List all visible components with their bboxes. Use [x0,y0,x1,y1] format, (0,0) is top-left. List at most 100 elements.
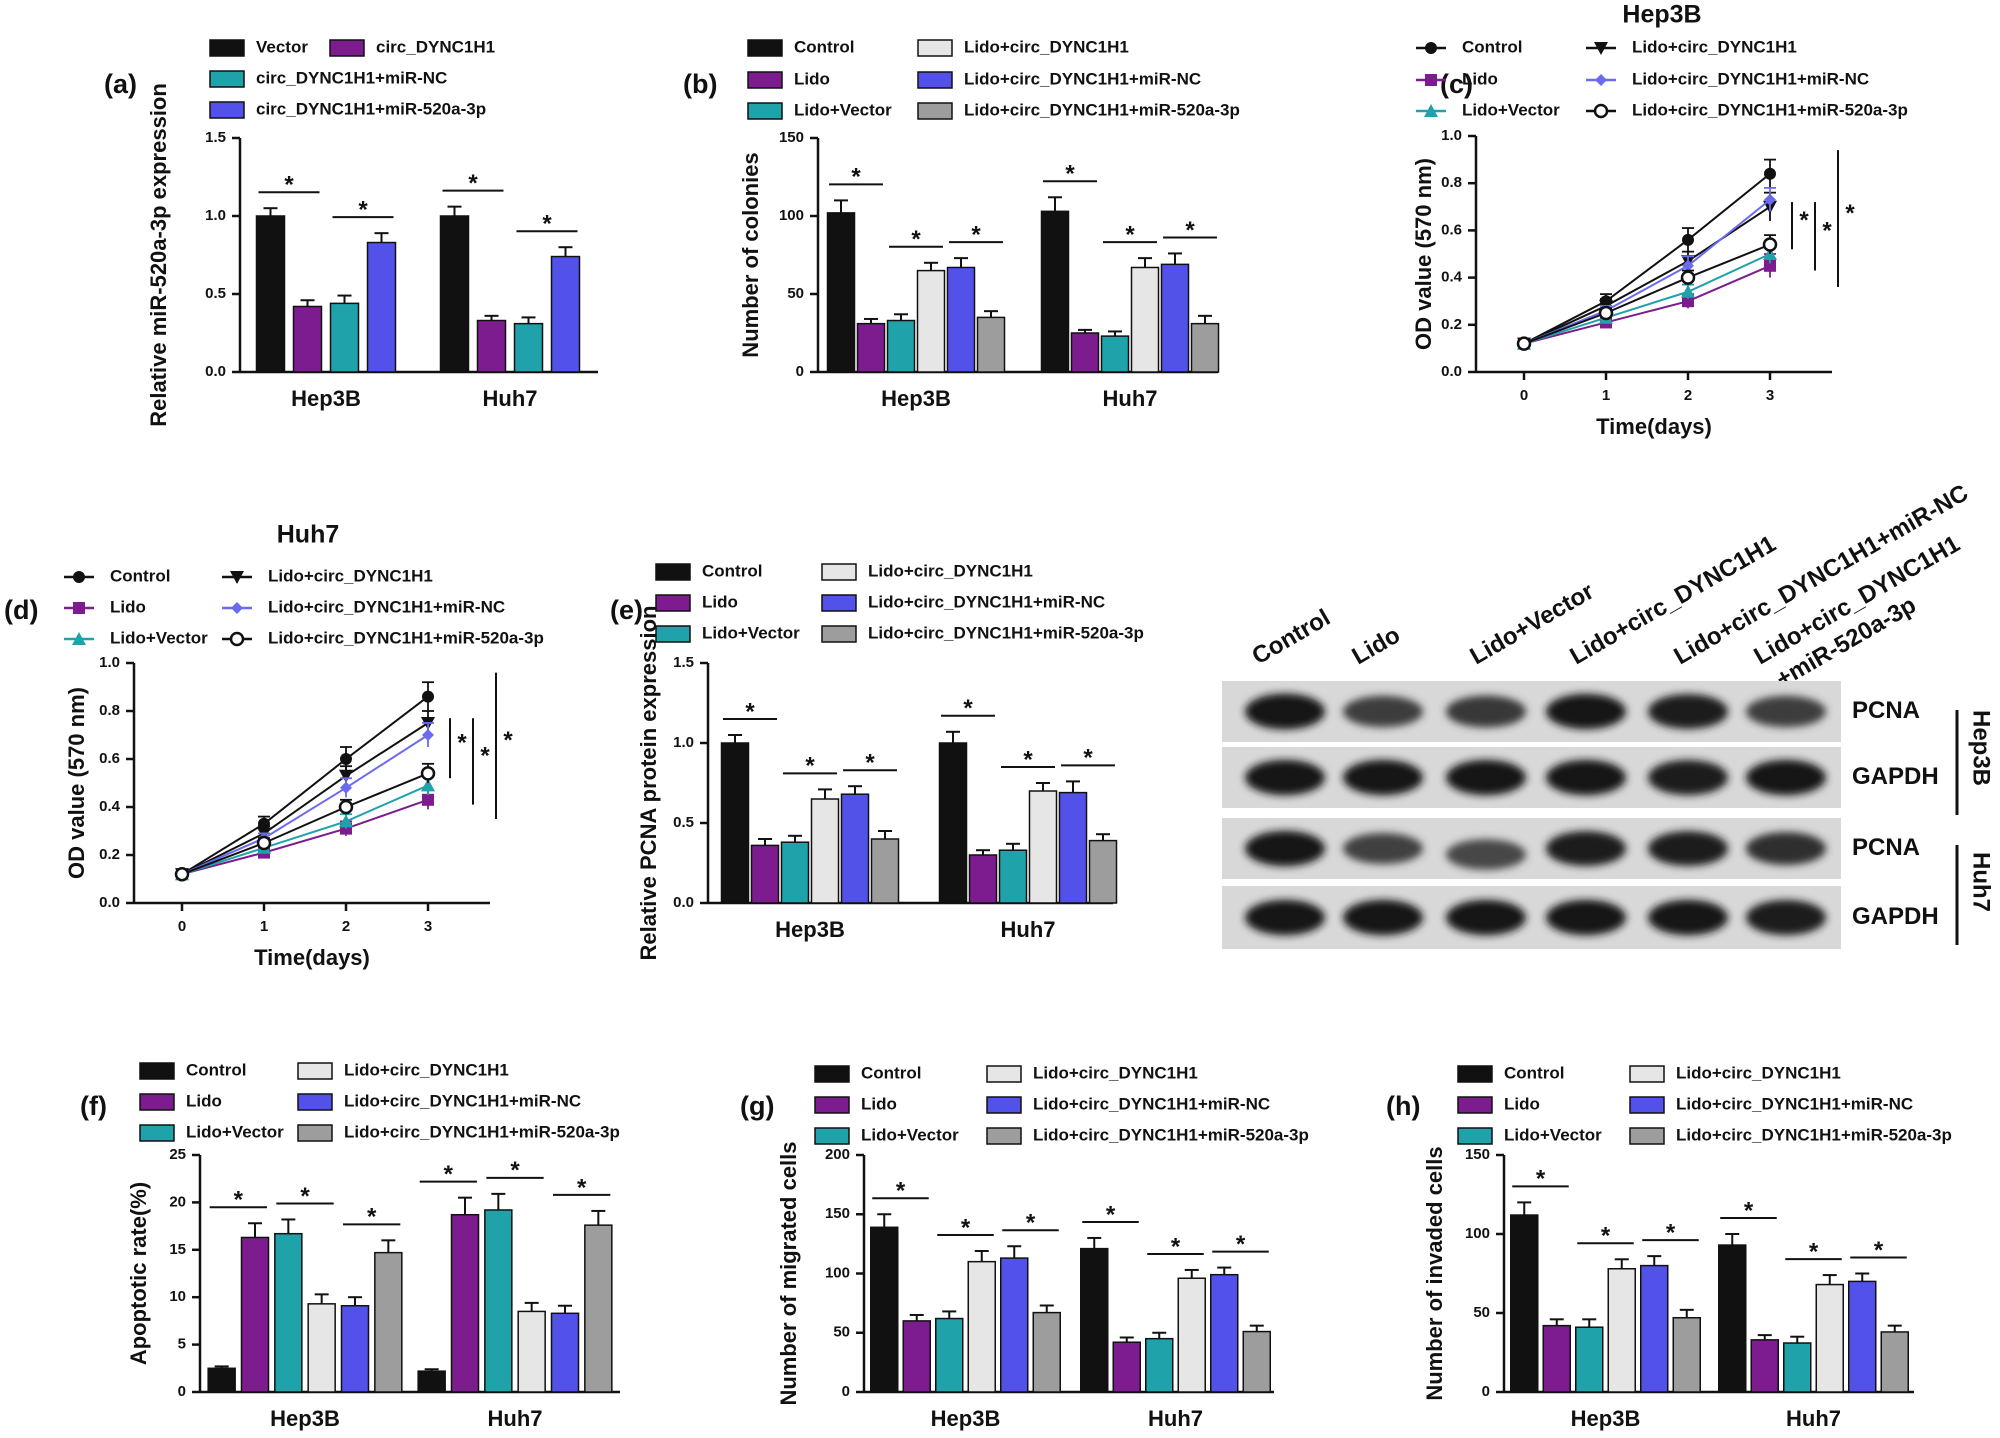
blot-band [1648,831,1728,866]
panel-label: (b) [683,69,717,99]
bar [1607,1268,1636,1393]
data-point [1764,259,1776,272]
series-line [1523,264,1771,345]
significance-star: * [1171,1233,1181,1260]
blot-row-label: GAPDH [1852,903,1939,930]
x-tick-label: 1 [1602,387,1610,404]
data-point [338,799,354,815]
data-point [1762,237,1778,252]
legend-label: Control [702,561,762,580]
y-axis-label: OD value (570 nm) [1411,158,1436,350]
chart-panel-7: (g) Control Lido Lido+Vector Lido+circ_DYNC1… [740,1063,1309,1430]
legend-swatch [297,1093,333,1111]
lane-label: Lido [1348,621,1405,670]
blot-band [1343,899,1423,936]
blot-band [1343,759,1423,796]
bar [967,1260,996,1393]
y-tick-label: 200 [825,1146,850,1163]
data-point [1516,336,1532,351]
bar [902,1320,931,1393]
blot-row-label: GAPDH [1852,763,1939,790]
significance-star: * [503,727,513,754]
legend-label: Lido+circ_DYNC1H1+miR-NC [964,69,1201,88]
bar [1718,1244,1747,1393]
panel-label: (e) [610,595,643,625]
legend-swatch [747,71,783,89]
y-tick-label: 25 [169,1146,186,1163]
cell-line-label: Huh7 [1968,852,1995,912]
legend-label: Lido+Vector [186,1122,284,1141]
series-line [1523,205,1771,345]
bar [1190,322,1220,373]
legend-label: Lido+Vector [861,1125,959,1144]
legend-label: Control [110,566,170,585]
data-point [1681,284,1695,298]
legend-swatch [1457,1127,1493,1145]
panel-label: (g) [740,1091,774,1121]
significance-star: * [1185,217,1195,244]
legend-label: Lido+circ_DYNC1H1+miR-NC [1033,1094,1270,1113]
legend-label: Lido+circ_DYNC1H1+miR-520a-3p [868,623,1144,642]
significance-star: * [284,172,294,199]
bar [439,215,470,373]
bar [968,854,998,904]
bar [1080,1247,1109,1393]
bar [1130,266,1160,373]
data-point [1680,270,1696,285]
x-category-label: Hep3B [270,1406,340,1431]
series-line [1523,198,1771,345]
y-tick-label: 0.6 [99,750,120,767]
legend-marker [1425,42,1437,54]
bar [1542,1324,1571,1393]
x-tick-label: 2 [1684,387,1692,404]
chart-panel-8: (h) Control Lido Lido+Vector Lido+circ_DYNC1… [1386,1063,1952,1430]
x-category-label: Huh7 [1001,917,1056,942]
significance-star: * [971,221,981,248]
bar [870,838,900,904]
series-line [181,695,429,876]
legend-label: Control [1462,37,1522,56]
bar [1210,1273,1239,1393]
x-tick-label: 0 [178,918,186,935]
bar [870,1226,899,1393]
y-tick-label: 10 [169,1288,186,1305]
significance-star: * [468,170,478,197]
bar [1088,839,1118,904]
legend-swatch [986,1065,1022,1083]
blot-band [1546,693,1626,730]
legend-swatch [209,70,245,88]
bar [274,1232,303,1393]
blot-band [1648,759,1728,796]
chart-panel-2: (b) Control Lido Lido+Vector Lido+circ_DYNC1… [683,37,1240,410]
series-line [1523,253,1771,345]
bar [450,1213,480,1393]
legend-label: Lido+circ_DYNC1H1 [868,561,1033,580]
x-category-label: Huh7 [1786,1406,1841,1431]
blot-band [1746,832,1826,865]
y-tick-label: 0.0 [673,894,694,911]
bar [810,798,840,904]
panel-label: (d) [4,595,38,625]
bar [1880,1331,1909,1393]
legend-label: Lido+circ_DYNC1H1 [964,37,1129,56]
y-tick-label: 0.4 [1441,269,1463,286]
data-point [1682,295,1694,308]
legend-marker [229,631,245,647]
legend-marker [73,602,85,614]
significance-star: * [1666,1219,1676,1246]
legend-swatch [747,102,783,120]
bar [976,316,1006,373]
data-point [1598,305,1614,321]
legend-label: Lido+circ_DYNC1H1+miR-520a-3p [268,628,544,647]
x-axis-label: Time(days) [1596,414,1712,439]
legend-swatch [297,1124,333,1142]
y-tick-label: 0.2 [1441,316,1462,333]
blot-band [1546,831,1626,866]
bar [255,215,286,373]
y-tick-label: 50 [833,1324,850,1341]
chart-panel-3: (c) Hep3B Control Lido Lido+Vector Lido+circ_… [1411,1,1908,439]
y-tick-label: 0 [1482,1383,1490,1400]
x-category-label: Hep3B [1571,1406,1641,1431]
bar [1672,1316,1701,1393]
significance-star: * [577,1174,587,1201]
